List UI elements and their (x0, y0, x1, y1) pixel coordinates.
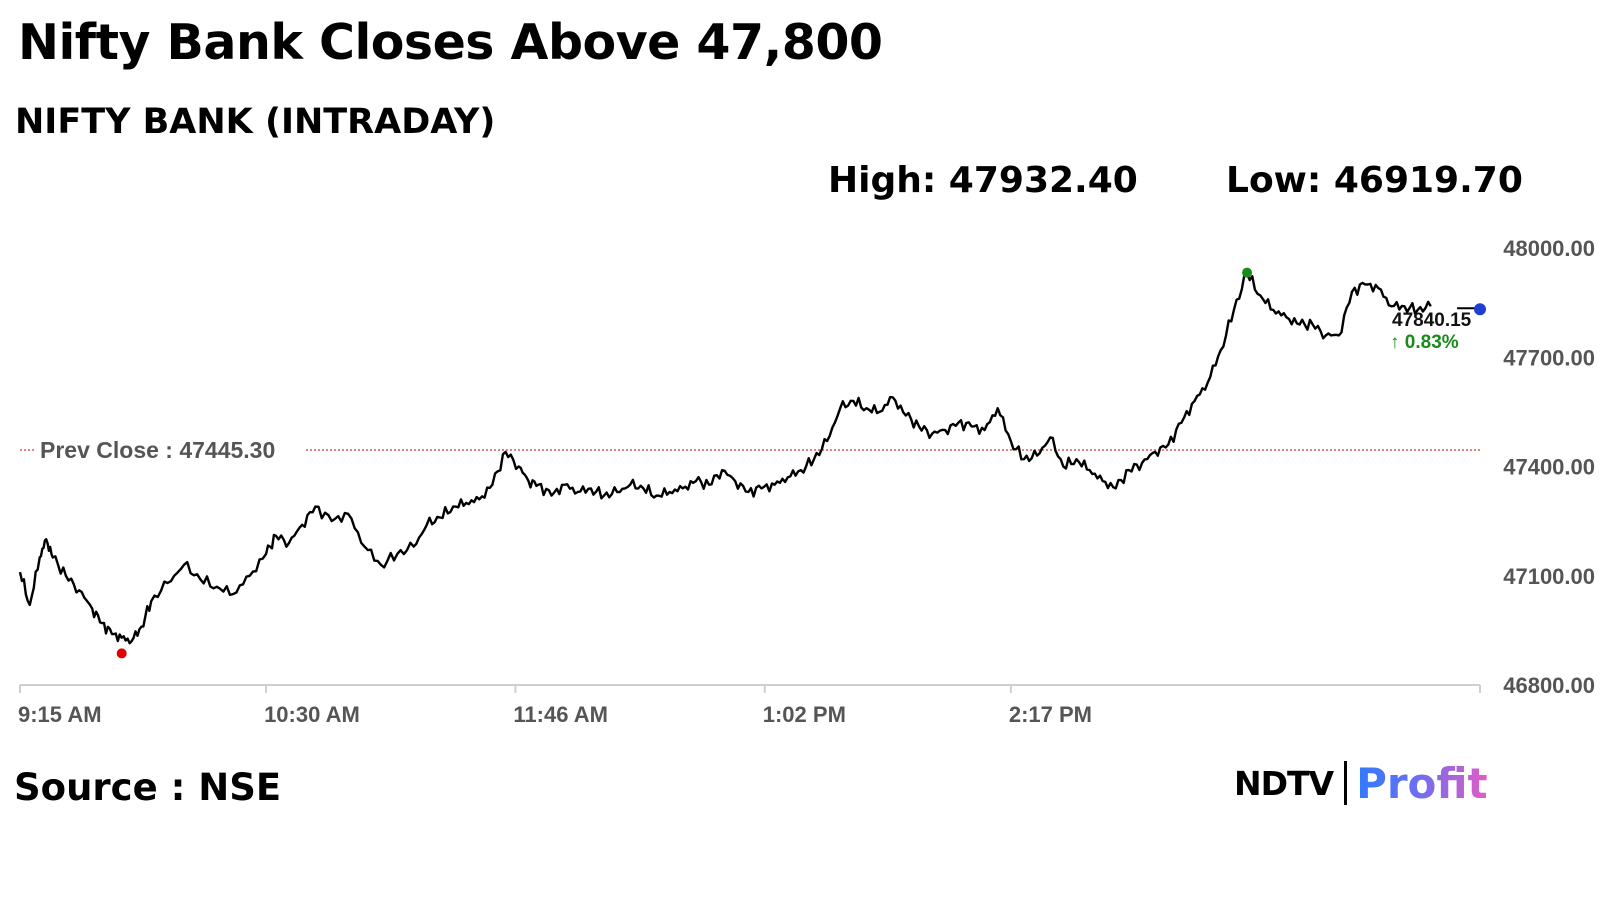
high-marker (1242, 267, 1253, 278)
ndtv-wordmark: NDTV (1234, 763, 1334, 803)
price-line (1245, 273, 1432, 340)
headline: Nifty Bank Closes Above 47,800 (18, 14, 883, 71)
intraday-chart: 46800.00 47100.00 47400.00 47700.00 48000.00… (18, 236, 1595, 727)
y-tick-label: 47400.00 (1503, 455, 1595, 480)
y-tick-label: 47100.00 (1503, 564, 1595, 589)
low-label: Low: 46919.70 (1226, 160, 1523, 201)
x-tick-label: 9:15 AM (18, 702, 102, 727)
chart-title: NIFTY BANK (INTRADAY) (15, 102, 496, 142)
prev-close-label: Prev Close : 47445.30 (40, 437, 275, 463)
source-label: Source : NSE (14, 766, 282, 809)
high-label: High: 47932.40 (828, 160, 1138, 201)
x-tick-label: 1:02 PM (763, 702, 846, 727)
y-tick-label: 46800.00 (1503, 673, 1595, 698)
ndtv-profit-logo: NDTV Profit (1234, 758, 1488, 808)
logo-divider (1344, 761, 1348, 805)
low-marker (116, 648, 127, 659)
y-tick-label: 48000.00 (1503, 236, 1595, 261)
price-line (18, 272, 1248, 645)
x-tick-label: 10:30 AM (264, 702, 360, 727)
last-value-label: 47840.15 (1392, 310, 1472, 331)
y-tick-label: 47700.00 (1503, 345, 1595, 370)
profit-wordmark: Profit (1356, 758, 1488, 808)
x-tick-label: 11:46 AM (513, 702, 608, 727)
last-marker (1474, 303, 1486, 316)
x-tick-label: 2:17 PM (1009, 702, 1092, 727)
change-label: ↑ 0.83% (1390, 332, 1459, 353)
